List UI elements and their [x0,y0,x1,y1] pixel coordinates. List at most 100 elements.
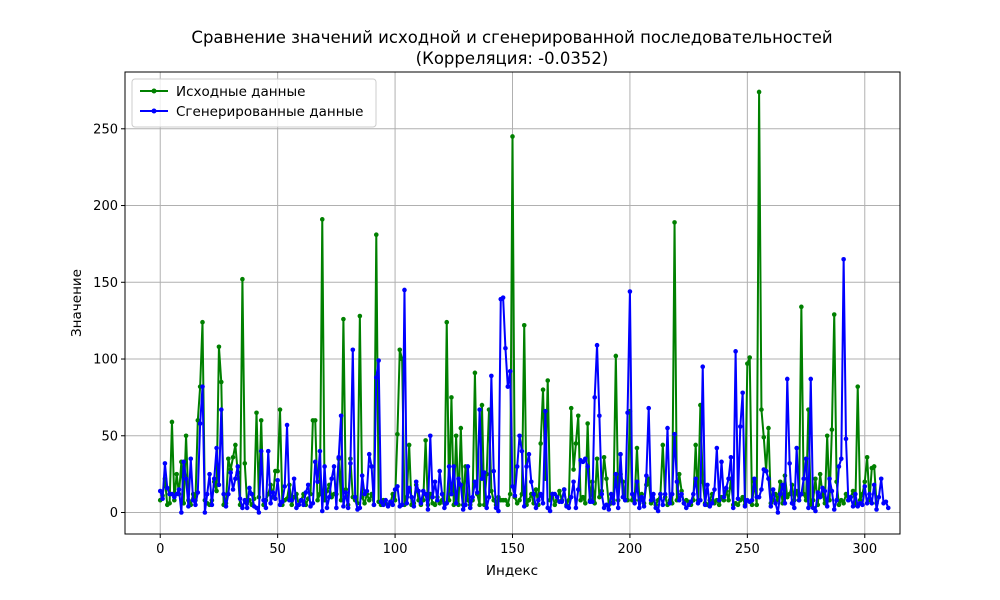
data-point [651,491,656,497]
data-point [284,422,290,428]
data-point [583,501,588,506]
data-point [207,471,212,477]
data-point [831,507,837,512]
data-point [357,313,363,319]
data-point [864,454,870,460]
data-point [716,497,722,503]
data-point [510,134,515,139]
data-point [521,504,527,509]
data-point [756,494,762,500]
data-point [390,502,396,508]
data-point [627,289,633,294]
x-tick-label: 200 [618,542,643,557]
x-tick-label: 250 [735,542,760,557]
data-point [385,504,391,509]
data-point [738,424,743,429]
data-point [329,476,334,482]
data-point [486,494,492,500]
data-point [533,505,539,511]
data-point [397,347,403,353]
data-point [298,497,304,503]
data-point [409,494,414,500]
data-point [226,456,231,462]
data-point [808,376,814,382]
data-point [813,508,818,514]
chart-subtitle: (Корреляция: -0.0352) [416,49,609,68]
data-point [186,504,191,509]
data-point [399,502,405,508]
data-point [315,497,320,503]
data-point [263,505,269,511]
data-point [204,491,210,497]
data-point [831,312,837,317]
data-point [322,464,327,469]
data-point [327,494,332,500]
data-point [489,488,494,494]
data-point [773,501,778,506]
data-point [449,395,454,400]
data-point [613,353,619,359]
data-point [799,304,804,310]
data-point [604,502,609,508]
data-point [625,410,630,416]
data-point [233,476,238,482]
data-point [474,490,480,495]
data-point [693,476,698,482]
data-point [871,482,877,488]
data-point [676,497,682,503]
data-point [289,497,295,503]
data-point [270,490,276,495]
data-point [836,502,842,508]
data-point [860,502,865,508]
series-layer [157,89,891,515]
data-point [190,497,196,503]
data-point [575,487,581,492]
data-point [693,442,698,448]
data-point [444,501,450,506]
data-point [491,468,497,474]
data-point [467,505,473,511]
data-point [404,501,410,506]
data-point [235,464,241,469]
x-axis-ticks: 0 50 100 150 200 250 300 [156,534,877,557]
data-point [726,497,731,503]
data-point [526,497,532,503]
data-point [406,442,412,448]
data-point [423,491,428,497]
data-point [754,502,760,508]
data-point [240,505,245,511]
y-tick-label: 150 [93,276,118,291]
data-point [528,479,534,485]
data-point [723,485,729,491]
legend: Исходные данные Сгенерированные данные [131,78,377,128]
data-point [510,484,515,489]
data-point [658,491,663,497]
data-point [557,488,562,494]
data-point [244,505,250,511]
data-point [714,445,720,451]
data-point [216,344,222,350]
data-point [672,220,677,225]
data-point [275,477,280,483]
data-point [425,507,431,512]
data-point [432,502,438,508]
data-point [514,464,520,469]
data-point [853,491,858,497]
data-point [716,502,722,508]
data-point [573,441,579,446]
data-point [712,487,717,492]
data-point [747,355,752,360]
data-point [721,494,727,500]
data-point [669,491,675,497]
data-point [336,454,342,460]
data-point [526,451,532,457]
data-point [742,504,748,509]
data-point [571,467,576,472]
data-point [700,364,706,370]
data-point [709,501,715,506]
data-point [735,496,741,502]
data-point [622,497,628,503]
data-point [848,494,853,500]
data-point [458,482,464,488]
data-point [829,427,835,432]
